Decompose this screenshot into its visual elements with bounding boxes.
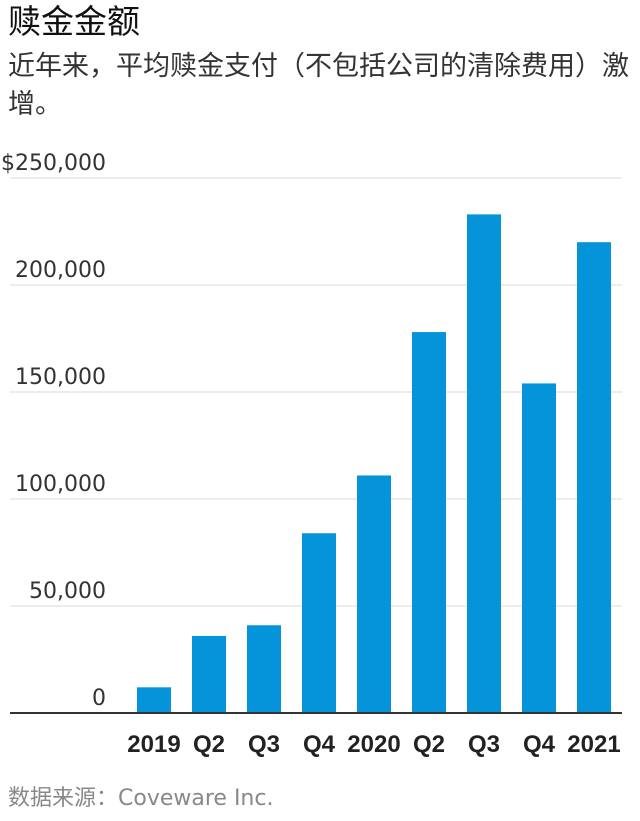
bar-chart: 0 50,000 100,000 150,000 200,000 $250,000 201… bbox=[1, 151, 622, 758]
bar bbox=[467, 214, 501, 713]
bar bbox=[192, 635, 226, 713]
x-axis-tick-labels: 2019 Q2 Q3 Q4 2020 Q2 Q3 Q4 2021 bbox=[127, 731, 620, 758]
x-tick-label: Q4 bbox=[303, 731, 336, 758]
x-tick-label: Q3 bbox=[248, 731, 280, 758]
chart-title: 赎金金额 bbox=[8, 2, 140, 41]
chart-subtitle: 近年来，平均赎金支付（不包括公司的清除费用）激增。 bbox=[8, 51, 629, 120]
bar bbox=[137, 687, 171, 713]
x-tick-label: 2019 bbox=[127, 731, 180, 758]
y-tick-label: 0 bbox=[92, 686, 106, 711]
bars bbox=[137, 214, 611, 713]
y-tick-label: 100,000 bbox=[15, 472, 106, 497]
source-note: 数据来源：Coveware Inc. bbox=[8, 786, 274, 811]
bar bbox=[357, 475, 391, 713]
bar bbox=[577, 242, 611, 713]
gridlines bbox=[10, 177, 622, 607]
bar bbox=[412, 332, 446, 713]
x-tick-label: Q3 bbox=[468, 731, 500, 758]
bar bbox=[522, 383, 556, 713]
bar bbox=[247, 625, 281, 713]
x-tick-label: Q2 bbox=[193, 731, 225, 758]
x-tick-label: Q4 bbox=[523, 731, 556, 758]
x-tick-label: 2021 bbox=[567, 731, 620, 758]
bar bbox=[302, 533, 336, 713]
y-tick-label: 50,000 bbox=[29, 579, 106, 604]
y-axis-tick-labels: 0 50,000 100,000 150,000 200,000 $250,000 bbox=[1, 151, 106, 711]
y-tick-label: $250,000 bbox=[1, 151, 106, 176]
x-tick-label: 2020 bbox=[347, 731, 400, 758]
y-tick-label: 150,000 bbox=[15, 365, 106, 390]
y-tick-label: 200,000 bbox=[15, 258, 106, 283]
x-tick-label: Q2 bbox=[413, 731, 445, 758]
